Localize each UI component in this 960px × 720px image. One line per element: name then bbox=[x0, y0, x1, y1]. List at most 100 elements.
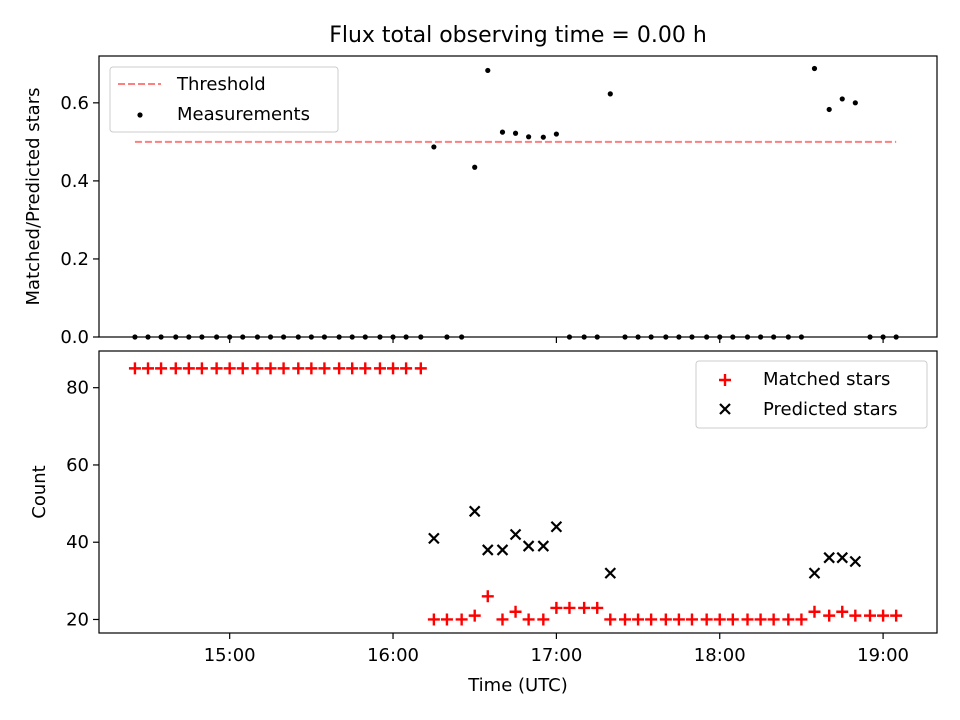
legend-measurements-swatch bbox=[137, 112, 143, 118]
count-y-tick-label: 40 bbox=[66, 532, 89, 553]
count-panel-frame bbox=[98, 350, 938, 634]
legend-predicted-swatch bbox=[719, 403, 731, 415]
legend-predicted-label: Predicted stars bbox=[763, 399, 897, 420]
x-axis-label: Time (UTC) bbox=[467, 675, 568, 696]
ratio-panel: 0.0 0.2 0.4 0.6 Matched/Predicted stars Thr… bbox=[23, 55, 938, 348]
matched-stars-point bbox=[700, 613, 713, 626]
predicted-stars-point bbox=[823, 551, 835, 564]
count-marks bbox=[128, 362, 903, 626]
matched-stars-point bbox=[604, 613, 617, 626]
ratio-y-tick-label: 0.6 bbox=[60, 93, 89, 114]
matched-stars-point bbox=[767, 613, 780, 626]
predicted-stars-point bbox=[496, 544, 509, 556]
measurement-point bbox=[485, 67, 491, 74]
matched-stars-point bbox=[632, 613, 645, 626]
matched-stars-point bbox=[251, 362, 264, 375]
matched-stars-point bbox=[359, 362, 372, 375]
matched-stars-point bbox=[672, 613, 685, 626]
matched-stars-point bbox=[496, 613, 509, 626]
measurement-point bbox=[852, 100, 858, 106]
matched-stars-point bbox=[808, 605, 821, 618]
matched-stars-point bbox=[277, 362, 290, 375]
matched-stars-point bbox=[618, 613, 631, 626]
ratio-axis: 0.0 0.2 0.4 0.6 bbox=[60, 93, 884, 348]
matched-stars-point bbox=[726, 613, 739, 626]
matched-stars-point bbox=[264, 362, 277, 375]
matched-stars-point bbox=[578, 601, 591, 614]
measurement-point bbox=[839, 96, 845, 102]
matched-stars-point bbox=[427, 613, 440, 626]
count-y-axis-label: Count bbox=[29, 465, 50, 518]
count-axis: 20 40 60 80 15:00 16:00 17:00 18:00 19:00 bbox=[66, 378, 909, 666]
ratio-y-axis-label: Matched/Predicted stars bbox=[23, 88, 44, 306]
matched-stars-point bbox=[414, 362, 427, 375]
legend-measurements-label: Measurements bbox=[177, 104, 310, 125]
measurement-point bbox=[472, 164, 478, 170]
measurement-point bbox=[431, 144, 437, 150]
predicted-stars-point bbox=[550, 520, 563, 533]
measurement-point bbox=[553, 131, 559, 137]
ratio-panel-frame bbox=[98, 55, 938, 338]
matched-stars-point bbox=[468, 609, 481, 622]
matched-stars-point bbox=[182, 362, 195, 375]
legend-matched-label: Matched stars bbox=[763, 369, 890, 390]
predicted-stars-point bbox=[537, 540, 550, 552]
matched-stars-point bbox=[169, 362, 182, 375]
matched-stars-point bbox=[142, 362, 155, 375]
matched-stars-point bbox=[373, 362, 386, 375]
chart-title: Flux total observing time = 0.00 h bbox=[329, 23, 707, 48]
matched-stars-point bbox=[318, 362, 331, 375]
matched-stars-point bbox=[223, 362, 236, 375]
measurement-point bbox=[499, 129, 506, 135]
matched-stars-point bbox=[563, 601, 576, 614]
legend-frame bbox=[695, 360, 928, 429]
matched-stars-point bbox=[346, 362, 359, 375]
legend-frame bbox=[109, 66, 339, 133]
matched-stars-point bbox=[210, 362, 223, 375]
matched-stars-point bbox=[713, 613, 726, 626]
matched-stars-point bbox=[782, 613, 795, 626]
count-y-tick-label: 60 bbox=[66, 455, 89, 476]
measurement-point bbox=[540, 134, 546, 140]
matched-stars-point bbox=[537, 613, 550, 626]
matched-stars-point bbox=[236, 362, 249, 375]
ratio-y-tick-label: 0.0 bbox=[60, 327, 89, 348]
ratio-y-tick-label: 0.2 bbox=[60, 249, 89, 270]
matched-stars-point bbox=[685, 613, 698, 626]
measurement-point bbox=[811, 65, 818, 72]
count-y-tick-label: 20 bbox=[66, 609, 89, 630]
predicted-stars-point bbox=[808, 567, 821, 579]
matched-stars-point bbox=[440, 613, 453, 626]
predicted-stars-point bbox=[509, 528, 522, 541]
predicted-stars-point bbox=[428, 532, 440, 545]
matched-stars-point bbox=[591, 601, 604, 614]
matched-stars-point bbox=[292, 362, 305, 375]
legend-threshold-label: Threshold bbox=[176, 74, 266, 95]
legend-matched-swatch bbox=[719, 374, 731, 386]
matched-stars-point bbox=[849, 609, 862, 622]
predicted-stars-point bbox=[836, 551, 849, 564]
matched-stars-point bbox=[645, 613, 658, 626]
x-tick-label: 19:00 bbox=[857, 645, 909, 666]
measurement-point bbox=[526, 134, 532, 140]
matched-stars-point bbox=[400, 362, 413, 375]
matched-stars-point bbox=[890, 609, 903, 622]
predicted-stars-point bbox=[468, 505, 481, 518]
matched-stars-point bbox=[877, 609, 890, 622]
x-tick-label: 18:00 bbox=[694, 645, 746, 666]
matched-stars-point bbox=[305, 362, 318, 375]
x-tick-label: 17:00 bbox=[530, 645, 582, 666]
matched-stars-point bbox=[481, 590, 494, 603]
matched-stars-point bbox=[795, 613, 808, 626]
x-tick-label: 16:00 bbox=[367, 645, 419, 666]
count-y-tick-label: 80 bbox=[66, 378, 89, 399]
measurement-point bbox=[512, 130, 519, 136]
matched-stars-point bbox=[550, 601, 563, 614]
matched-stars-point bbox=[864, 609, 877, 622]
matched-stars-point bbox=[823, 609, 836, 622]
measurement-point bbox=[826, 106, 832, 113]
matched-stars-point bbox=[509, 605, 522, 618]
predicted-stars-point bbox=[522, 540, 535, 552]
